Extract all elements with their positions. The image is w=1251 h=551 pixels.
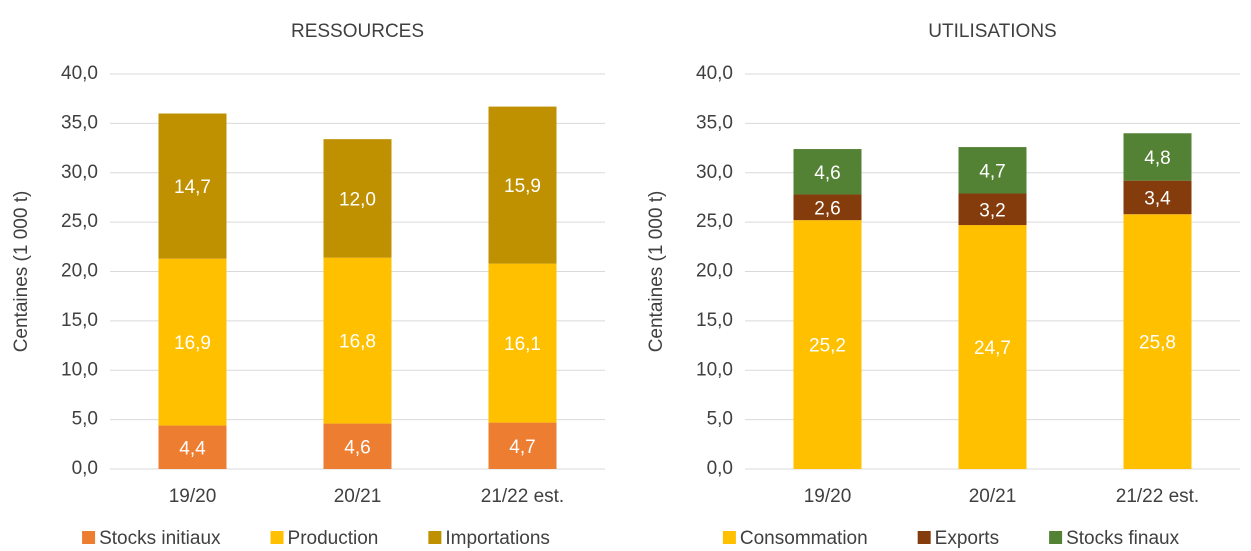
legend-label: Stocks initiaux bbox=[99, 528, 221, 549]
legend-label: Production bbox=[288, 528, 379, 549]
bar-segment bbox=[488, 106, 557, 264]
y-tick-label: 20,0 bbox=[696, 261, 733, 282]
y-tick-label: 30,0 bbox=[61, 162, 98, 183]
bar-segment bbox=[323, 423, 392, 469]
legend-swatch bbox=[428, 531, 442, 544]
legend-label: Stocks finaux bbox=[1066, 528, 1179, 549]
y-tick-label: 10,0 bbox=[61, 359, 98, 380]
legend-swatch bbox=[1049, 531, 1063, 544]
data-label: 16,9 bbox=[174, 333, 211, 354]
data-label: 3,4 bbox=[1144, 188, 1171, 209]
x-tick-label: 21/22 est. bbox=[481, 486, 564, 507]
y-tick-label: 40,0 bbox=[696, 63, 733, 84]
y-tick-label: 5,0 bbox=[72, 409, 98, 430]
y-axis-label: Centaines (1 000 t) bbox=[11, 191, 32, 353]
bar-segment bbox=[158, 113, 227, 259]
x-tick-label: 20/21 bbox=[334, 486, 382, 507]
y-tick-label: 25,0 bbox=[61, 211, 98, 232]
y-tick-label: 35,0 bbox=[61, 112, 98, 133]
data-label: 14,7 bbox=[174, 177, 211, 198]
data-label: 3,2 bbox=[979, 200, 1005, 221]
y-tick-label: 5,0 bbox=[707, 409, 733, 430]
bar-segment bbox=[793, 149, 862, 195]
bar-segment bbox=[958, 147, 1027, 194]
bar-segment bbox=[1123, 214, 1192, 469]
y-tick-label: 15,0 bbox=[61, 310, 98, 331]
data-label: 4,6 bbox=[814, 163, 840, 184]
y-tick-label: 30,0 bbox=[696, 162, 733, 183]
y-tick-label: 10,0 bbox=[696, 359, 733, 380]
bar-segment bbox=[488, 263, 557, 423]
data-label: 16,8 bbox=[339, 332, 376, 353]
y-tick-label: 25,0 bbox=[696, 211, 733, 232]
y-tick-label: 0,0 bbox=[707, 458, 733, 479]
y-tick-label: 15,0 bbox=[696, 310, 733, 331]
data-label: 4,8 bbox=[1144, 148, 1170, 169]
bar-segment bbox=[323, 257, 392, 424]
legend-swatch bbox=[82, 531, 96, 544]
legend-label: Importations bbox=[445, 528, 550, 549]
y-tick-label: 0,0 bbox=[72, 458, 98, 479]
x-tick-label: 21/22 est. bbox=[1116, 486, 1199, 507]
chart-title: RESSOURCES bbox=[291, 21, 424, 42]
legend-label: Exports bbox=[935, 528, 999, 549]
data-label: 4,7 bbox=[979, 161, 1005, 182]
data-label: 16,1 bbox=[504, 334, 541, 355]
legend-label: Consommation bbox=[740, 528, 868, 549]
y-axis-label: Centaines (1 000 t) bbox=[646, 191, 667, 353]
legend-swatch bbox=[722, 531, 736, 544]
data-label: 15,9 bbox=[504, 176, 541, 197]
legend-swatch bbox=[917, 531, 931, 544]
y-tick-label: 35,0 bbox=[696, 112, 733, 133]
bar-segment bbox=[793, 220, 862, 469]
y-tick-label: 20,0 bbox=[61, 261, 98, 282]
data-label: 12,0 bbox=[339, 189, 376, 210]
bar-segment bbox=[958, 193, 1027, 226]
data-label: 4,7 bbox=[509, 437, 535, 458]
data-label: 2,6 bbox=[814, 198, 840, 219]
bar-segment bbox=[958, 225, 1027, 469]
bar-segment bbox=[1123, 180, 1192, 215]
y-tick-label: 40,0 bbox=[61, 63, 98, 84]
bar-segment bbox=[158, 425, 227, 469]
x-tick-label: 19/20 bbox=[169, 486, 217, 507]
x-tick-label: 20/21 bbox=[969, 486, 1017, 507]
bar-segment bbox=[158, 258, 227, 426]
data-label: 4,4 bbox=[179, 438, 206, 459]
data-label: 4,6 bbox=[344, 437, 370, 458]
x-tick-label: 19/20 bbox=[804, 486, 852, 507]
legend-swatch bbox=[270, 531, 284, 544]
bar-segment bbox=[1123, 133, 1192, 181]
bar-segment bbox=[793, 194, 862, 221]
bar-segment bbox=[488, 422, 557, 469]
chart-title: UTILISATIONS bbox=[928, 21, 1056, 42]
data-label: 25,8 bbox=[1139, 333, 1176, 354]
data-label: 24,7 bbox=[974, 338, 1011, 359]
bar-segment bbox=[323, 139, 392, 258]
data-label: 25,2 bbox=[809, 336, 846, 357]
